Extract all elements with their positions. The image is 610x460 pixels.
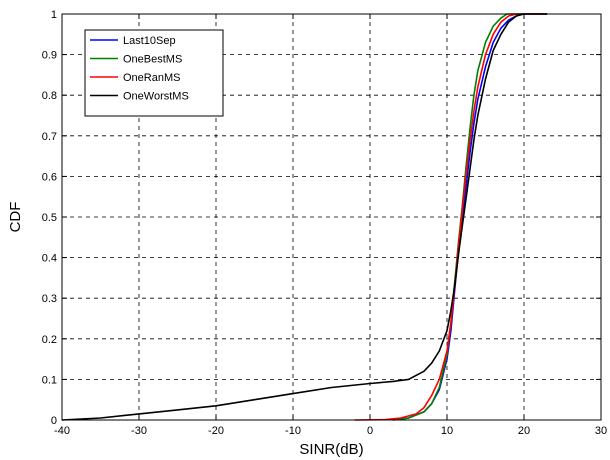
series-line-oneworstms [61,13,548,421]
y-tick-label: 0 [51,415,57,427]
legend-entry-label: OneBestMS [123,54,182,66]
legend: Last10Sep OneBestMS OneRanMS OneWorstMS [84,29,224,117]
x-tick-label: -30 [131,425,147,437]
x-tick-label: -20 [208,425,224,437]
y-tick-label: 0.8 [42,90,57,102]
y-tick-label: 0.5 [42,212,57,224]
x-axis-label: SINR(dB) [299,441,363,458]
legend-entry-label: Last10Sep [123,35,176,47]
y-tick-label: 0.4 [42,253,57,265]
y-tick-label: 0.7 [42,131,57,143]
x-tick-label: -40 [54,425,70,437]
y-tick-label: 0.2 [42,334,57,346]
y-tick-label: 0.3 [42,293,57,305]
x-tick-label: 10 [441,425,453,437]
plot-series [61,13,548,421]
y-tick-label: 1 [51,9,57,21]
y-tick-label: 0.1 [42,374,57,386]
legend-entry-label: OneRanMS [123,72,180,84]
legend-entry-label: OneWorstMS [123,91,189,103]
axis-ticks: -40 -30 -20 -10 0 10 20 30 0 0.1 0.2 0.3 0.4 0.5 0.6 0.… [42,9,607,437]
x-tick-label: -10 [285,425,301,437]
x-tick-label: 20 [518,425,530,437]
x-tick-label: 0 [367,425,373,437]
y-axis-label: CDF [7,202,24,233]
series-line-oneranms [354,13,548,421]
x-tick-label: 30 [595,425,607,437]
legend-box [84,29,224,117]
y-tick-label: 0.9 [42,50,57,62]
y-tick-label: 0.6 [42,171,57,183]
